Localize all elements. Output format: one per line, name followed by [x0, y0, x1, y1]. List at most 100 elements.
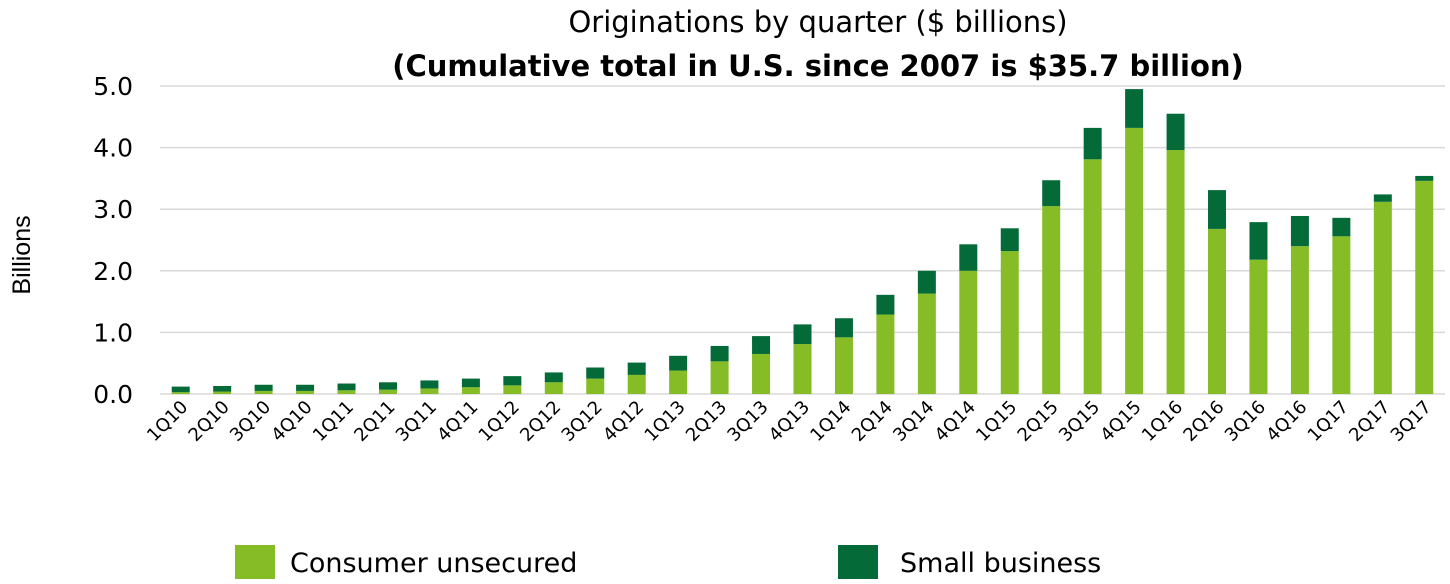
x-tick-label: 4Q15 — [1096, 397, 1145, 446]
bar-consumer-unsecured-1Q15 — [1000, 251, 1019, 394]
bar-consumer-unsecured-2Q11 — [378, 389, 397, 394]
x-tick-label: 1Q16 — [1138, 397, 1187, 446]
x-tick-label: 1Q14 — [806, 397, 855, 446]
x-tick-label: 1Q11 — [309, 397, 358, 446]
x-tick-label: 3Q11 — [392, 397, 441, 446]
bar-small-business-1Q16 — [1166, 113, 1185, 151]
bar-small-business-2Q16 — [1208, 190, 1227, 229]
x-tick-label: 2Q11 — [350, 397, 399, 446]
legend-label-consumer-unsecured: Consumer unsecured — [290, 548, 577, 579]
bar-consumer-unsecured-3Q11 — [420, 388, 439, 394]
x-tick-label: 2Q16 — [1179, 397, 1228, 446]
bars — [171, 89, 1434, 394]
bar-small-business-4Q15 — [1125, 89, 1144, 128]
legend-swatch-consumer-unsecured — [235, 545, 275, 579]
x-tick-label: 2Q15 — [1014, 397, 1063, 446]
bar-small-business-3Q13 — [752, 336, 771, 354]
x-tick-label: 1Q13 — [641, 397, 690, 446]
x-tick-label: 3Q15 — [1055, 397, 1104, 446]
x-axis-ticks: 1Q102Q103Q104Q101Q112Q113Q114Q111Q122Q12… — [143, 397, 1436, 446]
bar-small-business-1Q13 — [669, 355, 688, 371]
bar-consumer-unsecured-3Q13 — [752, 353, 771, 394]
bar-small-business-4Q13 — [793, 324, 812, 345]
y-tick-label: 4.0 — [93, 134, 133, 163]
bar-small-business-2Q15 — [1042, 180, 1061, 207]
bar-consumer-unsecured-1Q14 — [834, 337, 853, 394]
bar-small-business-2Q14 — [876, 294, 895, 315]
bar-consumer-unsecured-2Q13 — [710, 361, 729, 394]
gridlines — [160, 85, 1445, 395]
bar-small-business-3Q11 — [420, 380, 439, 389]
bar-small-business-2Q10 — [213, 385, 232, 392]
bar-small-business-4Q16 — [1290, 215, 1309, 247]
bar-consumer-unsecured-1Q12 — [503, 385, 522, 394]
bar-small-business-1Q11 — [337, 383, 356, 391]
y-tick-label: 3.0 — [93, 195, 133, 224]
bar-small-business-4Q11 — [461, 378, 480, 388]
bar-consumer-unsecured-1Q17 — [1332, 236, 1351, 394]
bar-consumer-unsecured-1Q10 — [171, 392, 190, 394]
y-tick-label: 0.0 — [93, 380, 133, 409]
bar-consumer-unsecured-2Q12 — [544, 382, 563, 394]
bar-consumer-unsecured-2Q16 — [1208, 228, 1227, 394]
x-tick-label: 2Q13 — [682, 397, 731, 446]
bar-consumer-unsecured-4Q16 — [1290, 246, 1309, 394]
y-axis-ticks: 0.0 1.0 2.0 3.0 4.0 5.0 — [93, 72, 133, 409]
bar-consumer-unsecured-2Q14 — [876, 314, 895, 394]
legend-label-small-business: Small business — [900, 548, 1101, 579]
bar-small-business-1Q10 — [171, 386, 190, 393]
bar-small-business-2Q11 — [378, 382, 397, 390]
bar-small-business-4Q12 — [627, 362, 646, 375]
x-tick-label: 1Q15 — [972, 397, 1021, 446]
x-tick-label: 4Q11 — [433, 397, 482, 446]
bar-consumer-unsecured-3Q17 — [1415, 180, 1434, 394]
x-tick-label: 2Q14 — [848, 397, 897, 446]
bar-consumer-unsecured-1Q16 — [1166, 150, 1185, 394]
bar-small-business-3Q16 — [1249, 222, 1268, 260]
bar-small-business-2Q12 — [544, 372, 563, 383]
bar-small-business-2Q13 — [710, 345, 729, 362]
x-tick-label: 4Q10 — [267, 397, 316, 446]
bar-consumer-unsecured-2Q10 — [213, 391, 232, 394]
bar-small-business-2Q17 — [1373, 194, 1392, 202]
bar-consumer-unsecured-2Q17 — [1373, 201, 1392, 394]
bar-small-business-1Q17 — [1332, 217, 1351, 237]
bar-consumer-unsecured-3Q14 — [917, 293, 936, 394]
y-axis-label: Billions — [8, 215, 36, 294]
bar-consumer-unsecured-1Q11 — [337, 390, 356, 394]
bar-small-business-3Q10 — [254, 384, 273, 391]
x-tick-label: 2Q10 — [185, 397, 234, 446]
chart-title: Originations by quarter ($ billions) — [568, 5, 1067, 39]
bar-consumer-unsecured-1Q13 — [669, 370, 688, 394]
bar-consumer-unsecured-3Q16 — [1249, 259, 1268, 394]
bar-small-business-4Q10 — [296, 384, 315, 391]
bar-small-business-1Q15 — [1000, 228, 1019, 252]
y-tick-label: 5.0 — [93, 72, 133, 101]
x-tick-label: 2Q12 — [516, 397, 565, 446]
y-tick-label: 1.0 — [93, 318, 133, 347]
chart-subtitle: (Cumulative total in U.S. since 2007 is … — [392, 49, 1244, 83]
bar-consumer-unsecured-4Q15 — [1125, 127, 1144, 394]
x-tick-label: 4Q12 — [599, 397, 648, 446]
x-tick-label: 3Q17 — [1387, 397, 1436, 446]
x-tick-label: 4Q14 — [931, 397, 980, 446]
x-tick-label: 4Q13 — [765, 397, 814, 446]
bar-consumer-unsecured-4Q14 — [959, 270, 978, 394]
x-tick-label: 1Q12 — [475, 397, 524, 446]
x-tick-label: 3Q13 — [723, 397, 772, 446]
bar-small-business-3Q12 — [586, 367, 605, 379]
bar-small-business-1Q14 — [834, 318, 853, 338]
bar-consumer-unsecured-4Q13 — [793, 344, 812, 394]
bar-small-business-1Q12 — [503, 376, 522, 386]
bar-consumer-unsecured-3Q15 — [1083, 159, 1102, 394]
bar-consumer-unsecured-4Q12 — [627, 374, 646, 394]
bar-consumer-unsecured-3Q10 — [254, 390, 273, 394]
x-tick-label: 4Q16 — [1262, 397, 1311, 446]
x-tick-label: 2Q17 — [1345, 397, 1394, 446]
bar-consumer-unsecured-4Q10 — [296, 390, 315, 394]
x-tick-label: 1Q10 — [143, 397, 192, 446]
bar-small-business-3Q15 — [1083, 127, 1102, 160]
bar-small-business-4Q14 — [959, 244, 978, 271]
bar-small-business-3Q14 — [917, 270, 936, 294]
